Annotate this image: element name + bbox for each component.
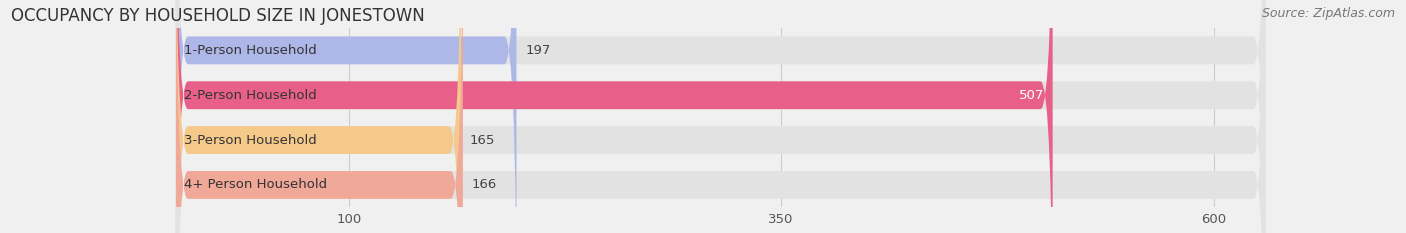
Text: 1-Person Household: 1-Person Household: [184, 44, 318, 57]
Text: Source: ZipAtlas.com: Source: ZipAtlas.com: [1261, 7, 1395, 20]
Text: OCCUPANCY BY HOUSEHOLD SIZE IN JONESTOWN: OCCUPANCY BY HOUSEHOLD SIZE IN JONESTOWN: [11, 7, 425, 25]
FancyBboxPatch shape: [176, 0, 516, 233]
FancyBboxPatch shape: [176, 0, 461, 233]
Text: 4+ Person Household: 4+ Person Household: [184, 178, 328, 192]
Text: 197: 197: [524, 44, 551, 57]
Text: 165: 165: [470, 134, 495, 147]
Text: 507: 507: [1018, 89, 1045, 102]
Text: 166: 166: [471, 178, 496, 192]
Text: 3-Person Household: 3-Person Household: [184, 134, 318, 147]
FancyBboxPatch shape: [176, 0, 1265, 233]
FancyBboxPatch shape: [176, 0, 1265, 233]
FancyBboxPatch shape: [176, 0, 1265, 233]
Text: 2-Person Household: 2-Person Household: [184, 89, 318, 102]
FancyBboxPatch shape: [176, 0, 1265, 233]
FancyBboxPatch shape: [176, 0, 1053, 233]
FancyBboxPatch shape: [176, 0, 463, 233]
